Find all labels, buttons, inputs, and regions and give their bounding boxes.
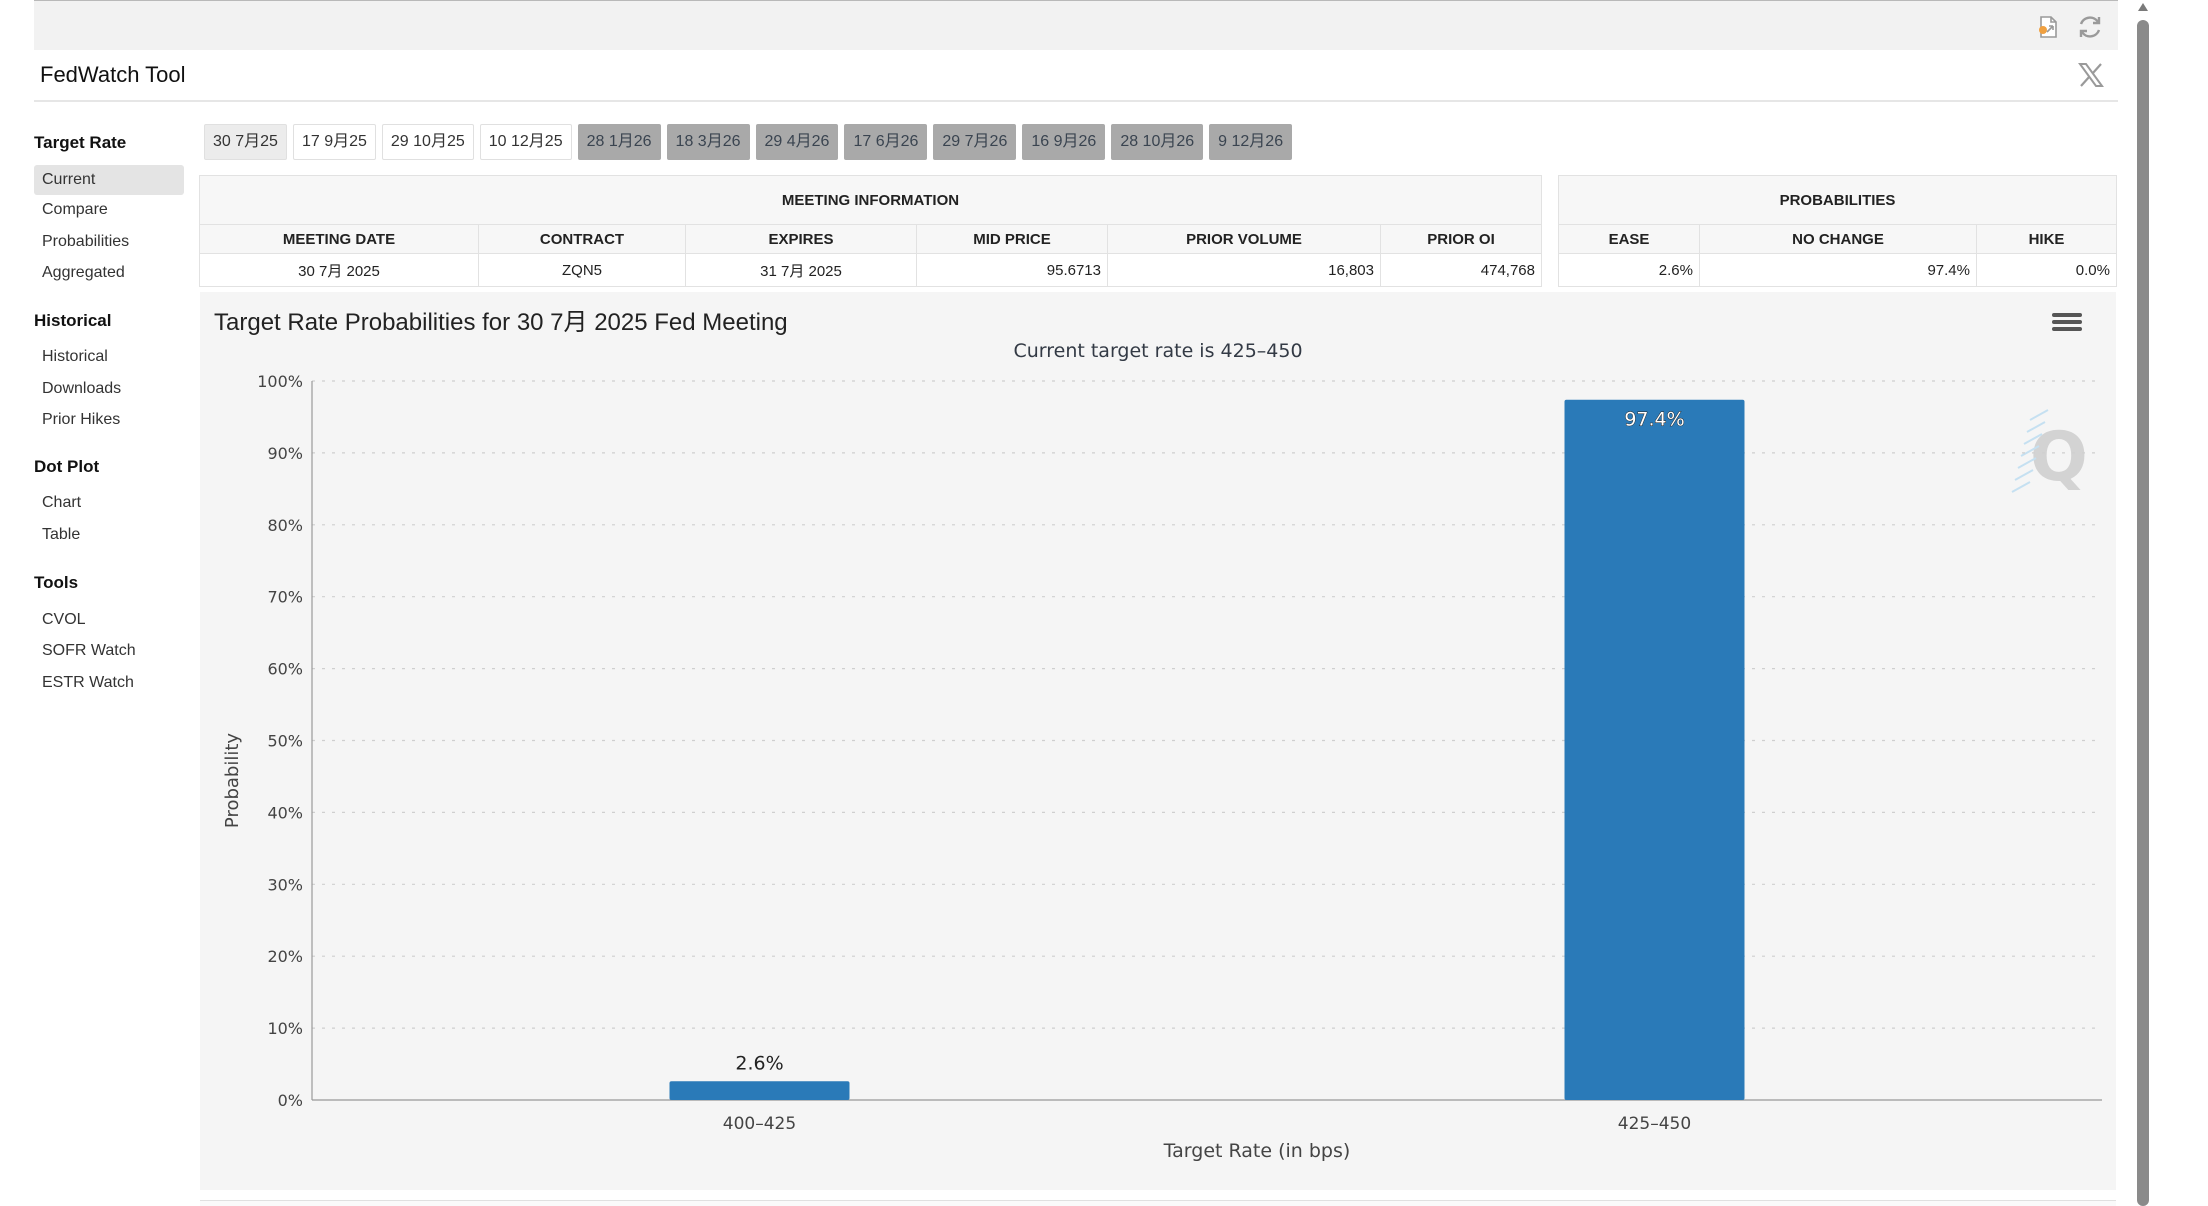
svg-text:Q: Q	[2030, 418, 2088, 497]
chart-panel: Q 0% 10% 20% 30% 40% 50% 60% 70% 80% 90% 100% 2.6% 40…	[200, 292, 2116, 1190]
sidebar-item-compare[interactable]: Compare	[42, 201, 108, 218]
sidebar-item-table[interactable]: Table	[42, 526, 81, 543]
x-logo-icon[interactable]	[2074, 58, 2108, 92]
export-document-icon[interactable]	[2034, 13, 2062, 41]
scrollbar-thumb[interactable]	[2137, 20, 2149, 1206]
sidebar-item-aggregated[interactable]: Aggregated	[42, 264, 125, 281]
chart-subtitle: Current target rate is 425–450	[1013, 340, 1303, 362]
column-header: EXPIRES	[685, 224, 917, 254]
y-tick-label: 90%	[267, 444, 303, 463]
bottom-strip	[200, 1200, 2116, 1206]
top-toolbar	[34, 1, 2118, 50]
hike-cell: 0.0%	[1976, 253, 2117, 287]
tab-meeting[interactable]: 28 1月26	[577, 124, 661, 160]
column-header: NO CHANGE	[1699, 224, 1977, 254]
y-tick-label: 20%	[267, 947, 303, 966]
sidebar-heading-target-rate: Target Rate	[34, 133, 127, 152]
column-header: CONTRACT	[478, 224, 686, 254]
x-axis-title: Target Rate (in bps)	[1163, 1140, 1351, 1162]
refresh-icon[interactable]	[2076, 13, 2104, 41]
prior-oi-cell: 474,768	[1380, 253, 1542, 287]
y-tick-label: 60%	[267, 660, 303, 679]
meeting-info-caption: MEETING INFORMATION	[199, 175, 1542, 225]
tab-meeting[interactable]: 18 3月26	[666, 124, 750, 160]
sidebar-heading-dot-plot: Dot Plot	[34, 457, 100, 476]
title-bar: FedWatch Tool	[34, 50, 2118, 102]
prior-volume-cell: 16,803	[1107, 253, 1381, 287]
x-tick-label: 400–425	[723, 1114, 796, 1134]
tab-meeting[interactable]: 10 12月25	[479, 124, 572, 160]
tab-meeting[interactable]: 16 9月26	[1022, 124, 1106, 160]
q-logo-icon: Q	[2011, 409, 2088, 497]
column-header: PRIOR VOLUME	[1107, 224, 1381, 254]
sidebar-item-historical[interactable]: Historical	[42, 348, 108, 365]
column-header: EASE	[1558, 224, 1700, 254]
sidebar-item-probabilities[interactable]: Probabilities	[42, 233, 130, 250]
tab-meeting[interactable]: 17 6月26	[844, 124, 928, 160]
meeting-info-table: MEETING INFORMATION MEETING DATE CONTRAC…	[199, 175, 1542, 287]
y-tick-label: 0%	[278, 1091, 303, 1110]
expires-cell: 31 7月 2025	[685, 253, 917, 287]
top-rule	[34, 0, 2118, 1]
probabilities-table: PROBABILITIES EASE NO CHANGE HIKE 2.6% 9…	[1558, 175, 2117, 287]
meeting-tabs: 30 7月25 17 9月25 29 10月25 10 12月25 28 1月2…	[204, 124, 1293, 160]
x-tick-label: 425–450	[1618, 1114, 1691, 1134]
y-tick-label: 30%	[267, 875, 303, 894]
tab-meeting[interactable]: 17 9月25	[292, 124, 376, 160]
y-tick-label: 10%	[267, 1019, 303, 1038]
sidebar-item-sofr-watch[interactable]: SOFR Watch	[42, 642, 136, 659]
sidebar-item-prior-hikes[interactable]: Prior Hikes	[42, 411, 121, 428]
y-tick-label: 50%	[267, 732, 303, 751]
bar-data-label: 2.6%	[735, 1052, 783, 1074]
contract-cell: ZQN5	[478, 253, 686, 287]
sidebar-item-chart[interactable]: Chart	[42, 494, 82, 511]
tab-meeting[interactable]: 30 7月25	[204, 124, 287, 160]
sidebar-heading-tools: Tools	[34, 573, 79, 592]
tab-meeting[interactable]: 29 4月26	[755, 124, 839, 160]
tab-meeting[interactable]: 9 12月26	[1209, 124, 1293, 160]
column-header: HIKE	[1976, 224, 2117, 254]
meeting-date-cell: 30 7月 2025	[199, 253, 479, 287]
scroll-up-arrow-icon[interactable]	[2136, 0, 2150, 14]
tab-meeting[interactable]: 28 10月26	[1111, 124, 1204, 160]
no-change-cell: 97.4%	[1699, 253, 1977, 287]
bar-data-label: 97.4%	[1624, 409, 1684, 431]
sidebar-item-current[interactable]: Current	[34, 165, 184, 195]
column-header: MEETING DATE	[199, 224, 479, 254]
chart-title: Target Rate Probabilities for 30 7月 2025…	[214, 309, 788, 336]
bar	[669, 1081, 850, 1100]
column-header: MID PRICE	[916, 224, 1108, 254]
y-tick-label: 80%	[267, 516, 303, 535]
y-tick-label: 70%	[267, 588, 303, 607]
bar	[1564, 399, 1745, 1101]
y-tick-label: 40%	[267, 803, 303, 822]
sidebar-item-estr-watch[interactable]: ESTR Watch	[42, 674, 134, 691]
sidebar-item-downloads[interactable]: Downloads	[42, 380, 122, 397]
column-header: PRIOR OI	[1380, 224, 1542, 254]
app-title: FedWatch Tool	[40, 62, 186, 87]
sidebar-item-cvol[interactable]: CVOL	[42, 611, 86, 628]
hamburger-menu-icon[interactable]	[2052, 310, 2082, 336]
sidebar-heading-historical: Historical	[34, 311, 112, 330]
y-tick-label: 100%	[257, 372, 303, 391]
probabilities-caption: PROBABILITIES	[1558, 175, 2117, 225]
y-axis-title: Probability	[222, 733, 243, 828]
mid-price-cell: 95.6713	[916, 253, 1108, 287]
tab-meeting[interactable]: 29 7月26	[933, 124, 1017, 160]
ease-cell: 2.6%	[1558, 253, 1700, 287]
probability-chart: Q 0% 10% 20% 30% 40% 50% 60% 70% 80% 90% 100% 2.6% 40…	[222, 372, 2102, 1162]
tab-meeting[interactable]: 29 10月25	[381, 124, 474, 160]
